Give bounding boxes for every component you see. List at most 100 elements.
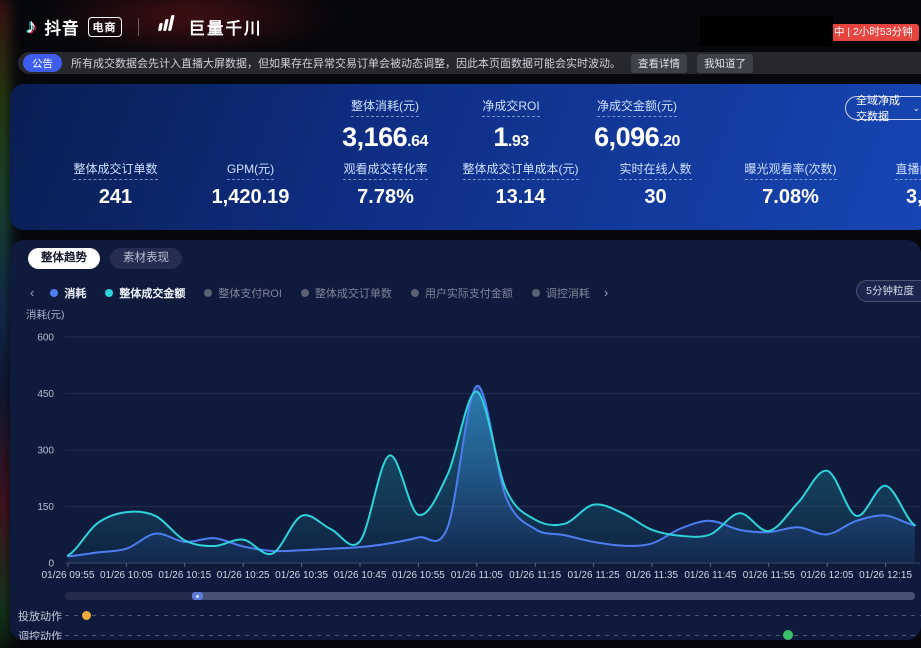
legend-item[interactable]: 整体支付ROI (204, 285, 282, 301)
stats-panel: 全域净成交数据 ⌄ 整体消耗(元) 3,166.64 净成交ROI 1.93 净成交金额… (10, 84, 921, 230)
svg-text:01/26 11:55: 01/26 11:55 (743, 570, 796, 581)
svg-text:01/26 11:05: 01/26 11:05 (451, 570, 504, 581)
legend-label: 整体成交订单数 (314, 288, 392, 300)
svg-text:01/26 11:25: 01/26 11:25 (568, 570, 621, 581)
stat-label: 整体成交订单成本(元) (462, 160, 579, 180)
svg-text:01/26 11:15: 01/26 11:15 (509, 570, 562, 581)
stat-metric: 观看成交转化率 7.78% (318, 160, 453, 209)
stat-metric: 曝光观看率(次数) 7.08% (723, 160, 858, 209)
qianchuan-brand-text: 巨量千川 (188, 19, 263, 38)
stat-metric: GPM(元) 1,420.19 (183, 160, 318, 209)
stat-label: 实时在线人数 (619, 160, 692, 180)
control-action-timeline (65, 635, 921, 636)
delivery-action-label: 投放动作 (18, 611, 62, 623)
control-action-row: 调控动作 (10, 626, 921, 640)
live-timer-badge: 中 | 2小时53分钟 (822, 24, 919, 41)
svg-text:01/26 10:05: 01/26 10:05 (100, 570, 153, 581)
secondary-stats-row: 整体成交订单数 241 GPM(元) 1,420.19 观看成交转化率 7.78% 整体成交… (48, 160, 921, 209)
notice-text: 所有成交数据会先计入直播大屏数据，但如果存在异常交易订单会被动态调整，因此本页面… (71, 58, 621, 70)
douyin-note-icon: ♪ (26, 14, 37, 38)
trend-tabs: 整体趋势 素材表现 (28, 248, 182, 269)
stat-value: 3,166.64 (342, 122, 428, 152)
svg-text:150: 150 (37, 502, 54, 513)
legend-dot-icon (531, 289, 540, 297)
stat-label: 曝光观看率(次数) (744, 160, 837, 180)
y-axis-title: 消耗(元) (26, 309, 65, 321)
stat-metric: 直播间整体 3,09 (858, 160, 921, 209)
douyin-ecommerce-badge: 电商 (87, 16, 122, 37)
legend-next-icon[interactable]: › (603, 285, 609, 300)
svg-text:450: 450 (37, 389, 54, 400)
delivery-action-row: 投放动作 (10, 606, 921, 623)
granularity-selector[interactable]: 5分钟粒度 (856, 280, 921, 302)
trend-card: 整体趋势 素材表现 ‹ 消耗 整体成交金额 整体支付ROI 整体成交订单数 用户实际支付金… (10, 240, 921, 640)
chart-range-scrollbar[interactable] (65, 592, 915, 600)
stat-value: 7.08% (762, 186, 819, 208)
tab-active[interactable]: 整体趋势 (28, 248, 100, 269)
legend-row: ‹ 消耗 整体成交金额 整体支付ROI 整体成交订单数 用户实际支付金额 调控消耗 › (30, 284, 921, 302)
qianchuan-logo-icon (155, 14, 181, 39)
ambient-top-glow (40, 0, 340, 56)
scrollbar-fill (196, 592, 915, 600)
svg-text:01/26 10:15: 01/26 10:15 (158, 570, 211, 581)
delivery-action-marker[interactable] (82, 610, 92, 620)
svg-text:01/26 10:55: 01/26 10:55 (392, 570, 445, 581)
legend-item[interactable]: 用户实际支付金额 (410, 285, 513, 301)
stat-value: 30 (644, 186, 667, 208)
stat-metric: 整体成交订单数 241 (48, 160, 183, 209)
stat-label: 净成交金额(元) (597, 97, 677, 117)
view-detail-button[interactable]: 查看详情 (631, 53, 687, 73)
svg-text:01/26 10:45: 01/26 10:45 (334, 570, 387, 581)
control-action-marker[interactable] (783, 630, 794, 640)
legend-item[interactable]: 整体成交金额 (105, 285, 185, 301)
svg-text:01/26 09:55: 01/26 09:55 (42, 570, 95, 581)
svg-text:01/26 10:25: 01/26 10:25 (217, 570, 270, 581)
legend-prev-icon[interactable]: ‹ (30, 285, 35, 300)
trend-chart[interactable]: 0 150 300 450 600 01/26 09:55 01/26 10:05 01/2… (10, 324, 921, 586)
acknowledge-button[interactable]: 我知道了 (697, 53, 753, 73)
svg-text:300: 300 (37, 446, 54, 457)
legend-dot-icon (105, 289, 114, 297)
stat-value: 3,09 (906, 186, 921, 208)
legend-item[interactable]: 整体成交订单数 (300, 285, 392, 301)
stat-value: 13.14 (495, 186, 546, 208)
stat-metric: 整体成交订单成本(元) 13.14 (453, 160, 588, 209)
stat-label: 净成交ROI (482, 97, 540, 117)
legend-item[interactable]: 调控消耗 (531, 285, 590, 301)
stat-value: 241 (98, 186, 133, 208)
legend-dot-icon (300, 289, 309, 297)
legend-items: 消耗 整体成交金额 整体支付ROI 整体成交订单数 用户实际支付金额 调控消耗 (50, 285, 590, 301)
stat-value: 1.93 (493, 122, 529, 152)
redacted-account-box (700, 16, 833, 46)
legend-dot-icon (204, 289, 213, 297)
primary-stats-row: 整体消耗(元) 3,166.64 净成交ROI 1.93 净成交金额(元) 6,096.2… (335, 97, 687, 153)
stat-metric: 实时在线人数 30 (588, 160, 723, 209)
stat-value: 6,096.20 (594, 122, 680, 152)
legend-dot-icon (50, 289, 59, 297)
legend-item[interactable]: 消耗 (50, 285, 86, 301)
svg-text:01/26 11:45: 01/26 11:45 (684, 570, 737, 581)
svg-text:0: 0 (48, 559, 54, 570)
scope-selector-dropdown[interactable]: 全域净成交数据 ⌄ (845, 95, 921, 123)
scrollbar-handle[interactable] (191, 592, 203, 600)
legend-label: 整体支付ROI (218, 288, 282, 300)
stat-label: 直播间整体 (895, 160, 921, 180)
stat-metric: 净成交ROI 1.93 (461, 97, 561, 153)
scope-selector-label: 全域净成交数据 (856, 95, 900, 123)
brand-area: ♪ 抖音 电商 巨量千川 (26, 14, 263, 39)
control-action-label: 调控动作 (18, 631, 62, 640)
stat-label: 整体消耗(元) (351, 97, 419, 117)
top-bar: ♪ 抖音 电商 巨量千川 中 | 2小时53分钟 (0, 0, 921, 50)
svg-text:01/26 10:35: 01/26 10:35 (275, 570, 328, 581)
stat-value: 7.78% (357, 186, 414, 208)
stat-label: GPM(元) (226, 160, 275, 180)
svg-text:01/26 11:35: 01/26 11:35 (626, 570, 679, 581)
topbar-right-divider (911, 26, 912, 39)
stat-metric: 净成交金额(元) 6,096.20 (587, 97, 687, 153)
chevron-down-icon: ⌄ (912, 102, 920, 113)
legend-label: 消耗 (64, 288, 87, 300)
douyin-brand-text: 抖音 (44, 19, 80, 38)
ambient-edge-glow (0, 0, 9, 648)
tab-inactive[interactable]: 素材表现 (110, 248, 182, 269)
legend-label: 用户实际支付金额 (424, 288, 513, 300)
